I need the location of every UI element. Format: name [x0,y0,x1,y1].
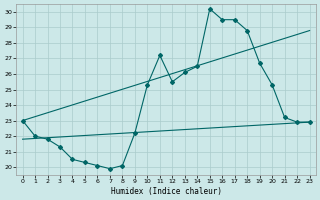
X-axis label: Humidex (Indice chaleur): Humidex (Indice chaleur) [111,187,221,196]
